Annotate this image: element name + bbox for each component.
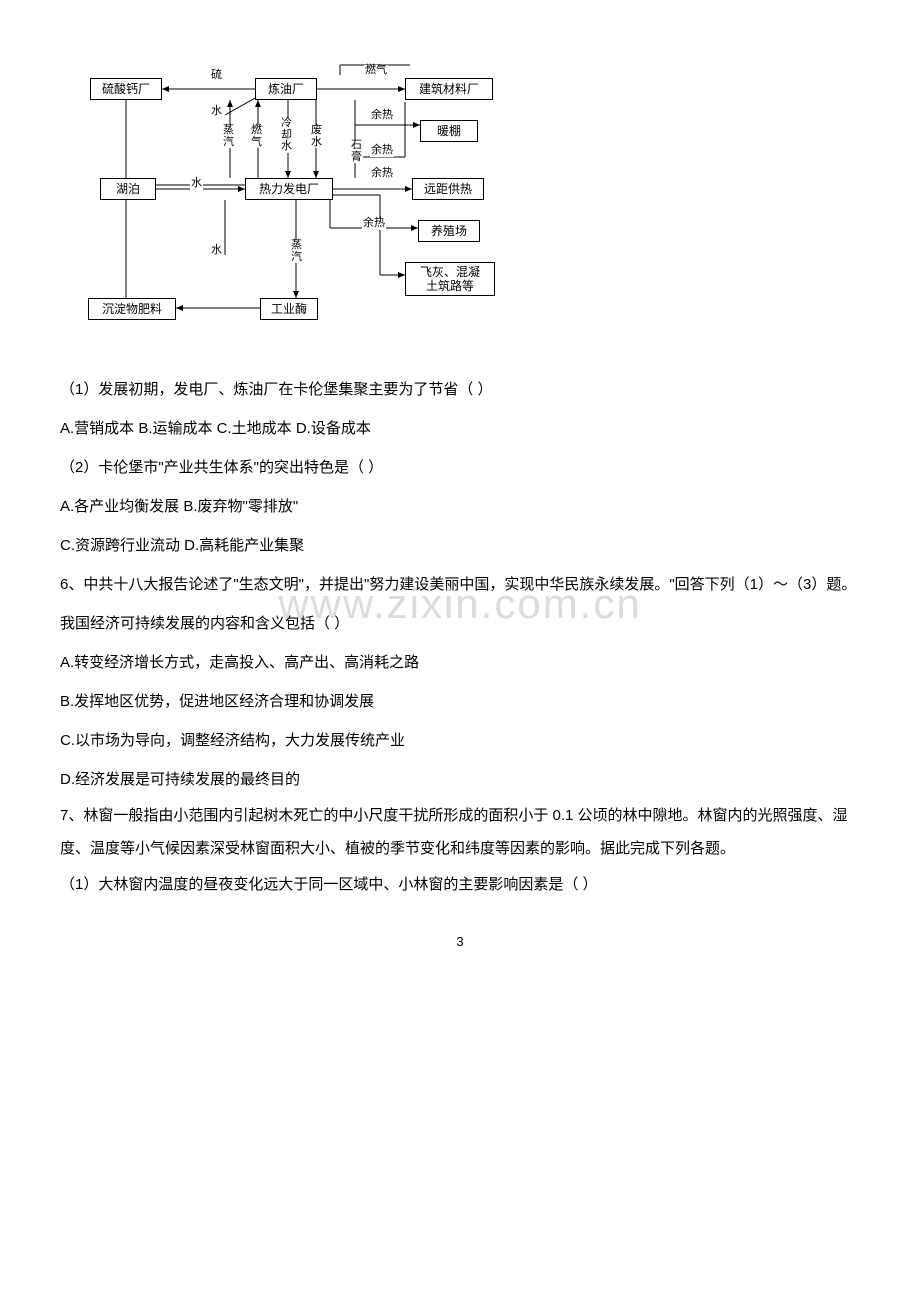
- diagram-node: 硫酸钙厂: [90, 78, 162, 100]
- page-number: 3: [60, 934, 860, 949]
- q6-opt-b: B.发挥地区优势，促进地区经济合理和协调发展: [60, 682, 860, 721]
- diagram-edge-label: 余热: [362, 218, 386, 230]
- q6-opt-a: A.转变经济增长方式，走高投入、高产出、高消耗之路: [60, 643, 860, 682]
- diagram-edge-label: 燃气: [250, 125, 263, 148]
- diagram-node: 建筑材料厂: [405, 78, 493, 100]
- diagram-edge-label: 蒸汽: [290, 240, 303, 263]
- document-page: 硫酸钙厂 炼油厂 建筑材料厂暖棚湖泊 热力发电厂 远距供热养殖场飞灰、混凝土筑路等沉淀物…: [0, 0, 920, 989]
- diagram-edge-label: 石膏: [350, 140, 363, 163]
- diagram-edge-label: 水: [210, 245, 223, 257]
- q5-1-options: A.营销成本 B.运输成本 C.土地成本 D.设备成本: [60, 409, 860, 448]
- diagram-edge-label: 废水: [310, 125, 323, 148]
- diagram-node: 养殖场: [418, 220, 480, 242]
- diagram-node: 暖棚: [420, 120, 478, 142]
- diagram-edge-label: 硫: [210, 70, 223, 82]
- diagram-node: 炼油厂: [255, 78, 317, 100]
- diagram-edge-label: 余热: [370, 145, 394, 157]
- q5-2-stem: （2）卡伦堡市"产业共生体系"的突出特色是（ ）: [60, 448, 860, 487]
- q6-intro: 6、中共十八大报告论述了"生态文明"，并提出"努力建设美丽中国，实现中华民族永续…: [60, 565, 860, 604]
- q5-2-options-line1: A.各产业均衡发展 B.废弃物"零排放": [60, 487, 860, 526]
- diagram-node: 热力发电厂: [245, 178, 333, 200]
- diagram-edge-label: 余热: [370, 168, 394, 180]
- diagram-node: 远距供热: [412, 178, 484, 200]
- diagram-node: 湖泊: [100, 178, 156, 200]
- diagram-edge-label: 水: [210, 106, 223, 118]
- flowchart-diagram: 硫酸钙厂 炼油厂 建筑材料厂暖棚湖泊 热力发电厂 远距供热养殖场飞灰、混凝土筑路等沉淀物…: [80, 60, 510, 340]
- q6-stem: 我国经济可持续发展的内容和含义包括（ ）: [60, 604, 860, 643]
- q6-opt-d: D.经济发展是可持续发展的最终目的: [60, 760, 860, 799]
- diagram-edge-label: 余热: [370, 110, 394, 122]
- diagram-edge-label: 蒸汽: [222, 125, 235, 148]
- diagram-edge-label: 水: [190, 178, 203, 190]
- diagram-edge-label: 燃气: [364, 65, 388, 77]
- q5-2-options-line2: C.资源跨行业流动 D.高耗能产业集聚: [60, 526, 860, 565]
- diagram-edge-label: 冷却水: [280, 118, 293, 153]
- diagram-node: 沉淀物肥料: [88, 298, 176, 320]
- q5-1-stem: （1）发展初期，发电厂、炼油厂在卡伦堡集聚主要为了节省（ ）: [60, 370, 860, 409]
- diagram-node: 飞灰、混凝土筑路等: [405, 262, 495, 296]
- q6-opt-c: C.以市场为导向，调整经济结构，大力发展传统产业: [60, 721, 860, 760]
- q7-1-stem: （1）大林窗内温度的昼夜变化远大于同一区域中、小林窗的主要影响因素是（ ）: [60, 865, 860, 904]
- q7-intro: 7、林窗一般指由小范围内引起树木死亡的中小尺度干扰所形成的面积小于 0.1 公顷…: [60, 799, 860, 865]
- diagram-node: 工业酶: [260, 298, 318, 320]
